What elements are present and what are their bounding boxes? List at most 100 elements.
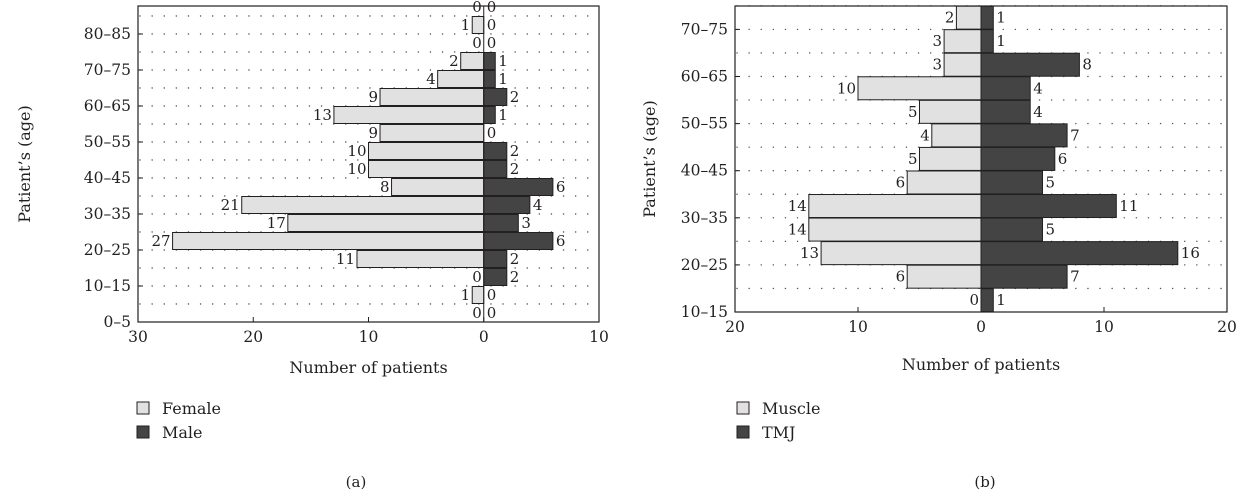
bar-female xyxy=(356,250,485,268)
bar-value-label: 10 xyxy=(837,79,856,97)
legend-swatch-male xyxy=(136,425,150,439)
bar-male xyxy=(483,52,496,70)
y-tick-label: 80–85 xyxy=(84,25,131,43)
bar-value-label: 4 xyxy=(1033,79,1043,97)
legend-swatch-tmj xyxy=(736,425,750,439)
bar-value-label: 9 xyxy=(368,124,378,142)
bar-value-label: 2 xyxy=(510,160,520,178)
bar-value-label: 21 xyxy=(221,196,240,214)
bar-value-label: 2 xyxy=(449,52,459,70)
bar-muscle xyxy=(919,146,982,171)
bar-tmj xyxy=(980,76,1031,101)
bar-value-label: 14 xyxy=(788,221,807,239)
bar-male xyxy=(483,88,508,106)
bar-value-label: 10 xyxy=(347,142,366,160)
bar-value-label: 2 xyxy=(510,88,520,106)
bar-value-label: 5 xyxy=(1046,221,1056,239)
bar-tmj xyxy=(980,5,994,30)
bar-male xyxy=(483,106,496,124)
bar-muscle xyxy=(943,52,982,77)
bar-tmj xyxy=(980,146,1056,171)
x-tick-label: 0 xyxy=(976,318,986,336)
bar-tmj xyxy=(980,241,1179,266)
x-tick-label: 10 xyxy=(1094,318,1114,336)
bar-male xyxy=(483,178,554,196)
bar-male xyxy=(483,70,496,88)
bar-value-label: 6 xyxy=(556,178,566,196)
bar-tmj xyxy=(980,264,1068,289)
bar-value-label: 0 xyxy=(487,124,497,142)
bar-value-label: 1 xyxy=(498,106,508,124)
y-tick-label: 60–65 xyxy=(84,97,131,115)
bar-muscle xyxy=(955,5,982,30)
legend-label-muscle: Muscle xyxy=(762,399,820,418)
bar-value-label: 7 xyxy=(1070,126,1080,144)
bar-tmj xyxy=(980,29,994,54)
bar-tmj xyxy=(980,194,1117,219)
bar-value-label: 0 xyxy=(487,0,497,16)
y-axis-label: Patient’s (age) xyxy=(640,100,659,217)
x-tick-label: 30 xyxy=(128,328,148,346)
y-axis-label: Patient’s (age) xyxy=(15,105,34,222)
bar-male xyxy=(483,196,531,214)
bar-female xyxy=(333,106,485,124)
bar-value-label: 0 xyxy=(472,304,482,322)
x-tick-label: 10 xyxy=(359,328,379,346)
bar-value-label: 6 xyxy=(1058,150,1068,168)
bar-value-label: 13 xyxy=(313,106,332,124)
bar-value-label: 7 xyxy=(1070,268,1080,286)
bar-value-label: 4 xyxy=(920,126,930,144)
bar-value-label: 3 xyxy=(933,32,943,50)
bar-female xyxy=(368,142,485,160)
bar-value-label: 10 xyxy=(347,160,366,178)
bar-value-label: 2 xyxy=(510,268,520,286)
x-tick-label: 10 xyxy=(848,318,868,336)
y-tick-label: 20–25 xyxy=(84,241,131,259)
bar-value-label: 6 xyxy=(896,173,906,191)
legend-label-female: Female xyxy=(162,399,221,418)
bar-muscle xyxy=(808,194,982,219)
bar-female xyxy=(241,196,485,214)
y-tick-label: 30–35 xyxy=(84,205,131,223)
legend-label-male: Male xyxy=(162,423,203,442)
bar-male xyxy=(483,142,508,160)
bar-tmj xyxy=(980,217,1043,242)
y-tick-label: 40–45 xyxy=(681,162,728,180)
bar-value-label: 6 xyxy=(896,268,906,286)
bar-male xyxy=(483,250,508,268)
bar-tmj xyxy=(980,170,1043,195)
panel-label: (b) xyxy=(974,473,995,491)
bar-value-label: 4 xyxy=(426,70,436,88)
bar-muscle xyxy=(820,241,982,266)
bar-male xyxy=(483,160,508,178)
bar-value-label: 1 xyxy=(461,286,471,304)
legend-swatch-muscle xyxy=(736,401,750,415)
x-tick-label: 20 xyxy=(1217,318,1237,336)
x-tick-label: 20 xyxy=(725,318,745,336)
bar-muscle xyxy=(906,170,982,195)
x-axis-label: Number of patients xyxy=(289,358,447,377)
bar-tmj xyxy=(980,99,1031,124)
panel-label: (a) xyxy=(346,473,367,491)
x-tick-label: 20 xyxy=(243,328,263,346)
bar-value-label: 0 xyxy=(487,34,497,52)
bar-female xyxy=(460,52,485,70)
bar-value-label: 2 xyxy=(945,9,955,27)
bar-value-label: 6 xyxy=(556,232,566,250)
bar-value-label: 5 xyxy=(1046,173,1056,191)
bar-muscle xyxy=(919,99,982,124)
bar-value-label: 14 xyxy=(788,197,807,215)
bar-value-label: 0 xyxy=(969,291,979,309)
bar-value-label: 1 xyxy=(996,32,1006,50)
y-tick-label: 20–25 xyxy=(681,256,728,274)
bar-value-label: 11 xyxy=(1119,197,1138,215)
legend-swatch-female xyxy=(136,401,150,415)
bar-tmj xyxy=(980,123,1068,148)
y-tick-label: 50–55 xyxy=(681,115,728,133)
bar-male xyxy=(483,214,519,232)
bar-value-label: 3 xyxy=(933,56,943,74)
bar-value-label: 11 xyxy=(336,250,355,268)
bar-female xyxy=(287,214,485,232)
bar-value-label: 9 xyxy=(368,88,378,106)
bar-female xyxy=(379,88,485,106)
